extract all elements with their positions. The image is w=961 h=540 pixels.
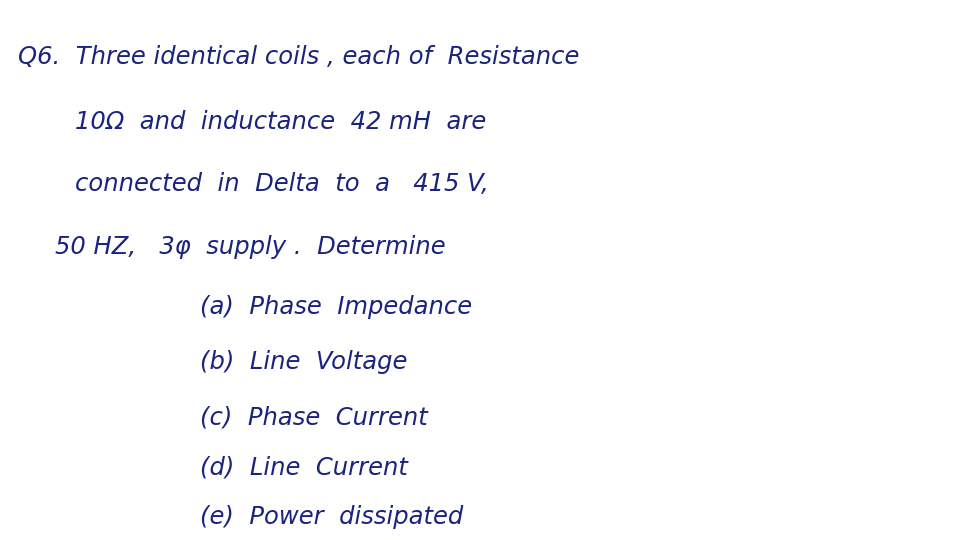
- Text: (d)  Line  Current: (d) Line Current: [200, 455, 407, 479]
- Text: connected  in  Delta  to  a   415 V,: connected in Delta to a 415 V,: [75, 172, 488, 196]
- Text: (a)  Phase  Impedance: (a) Phase Impedance: [200, 295, 472, 319]
- Text: (c)  Phase  Current: (c) Phase Current: [200, 405, 428, 429]
- Text: (b)  Line  Voltage: (b) Line Voltage: [200, 350, 407, 374]
- Text: (e)  Power  dissipated: (e) Power dissipated: [200, 505, 463, 529]
- Text: 10Ω  and  inductance  42 mH  are: 10Ω and inductance 42 mH are: [75, 110, 485, 134]
- Text: 50 HZ,   3φ  supply .  Determine: 50 HZ, 3φ supply . Determine: [55, 235, 445, 259]
- Text: Q6.  Three identical coils , each of  Resistance: Q6. Three identical coils , each of Resi…: [18, 45, 579, 69]
